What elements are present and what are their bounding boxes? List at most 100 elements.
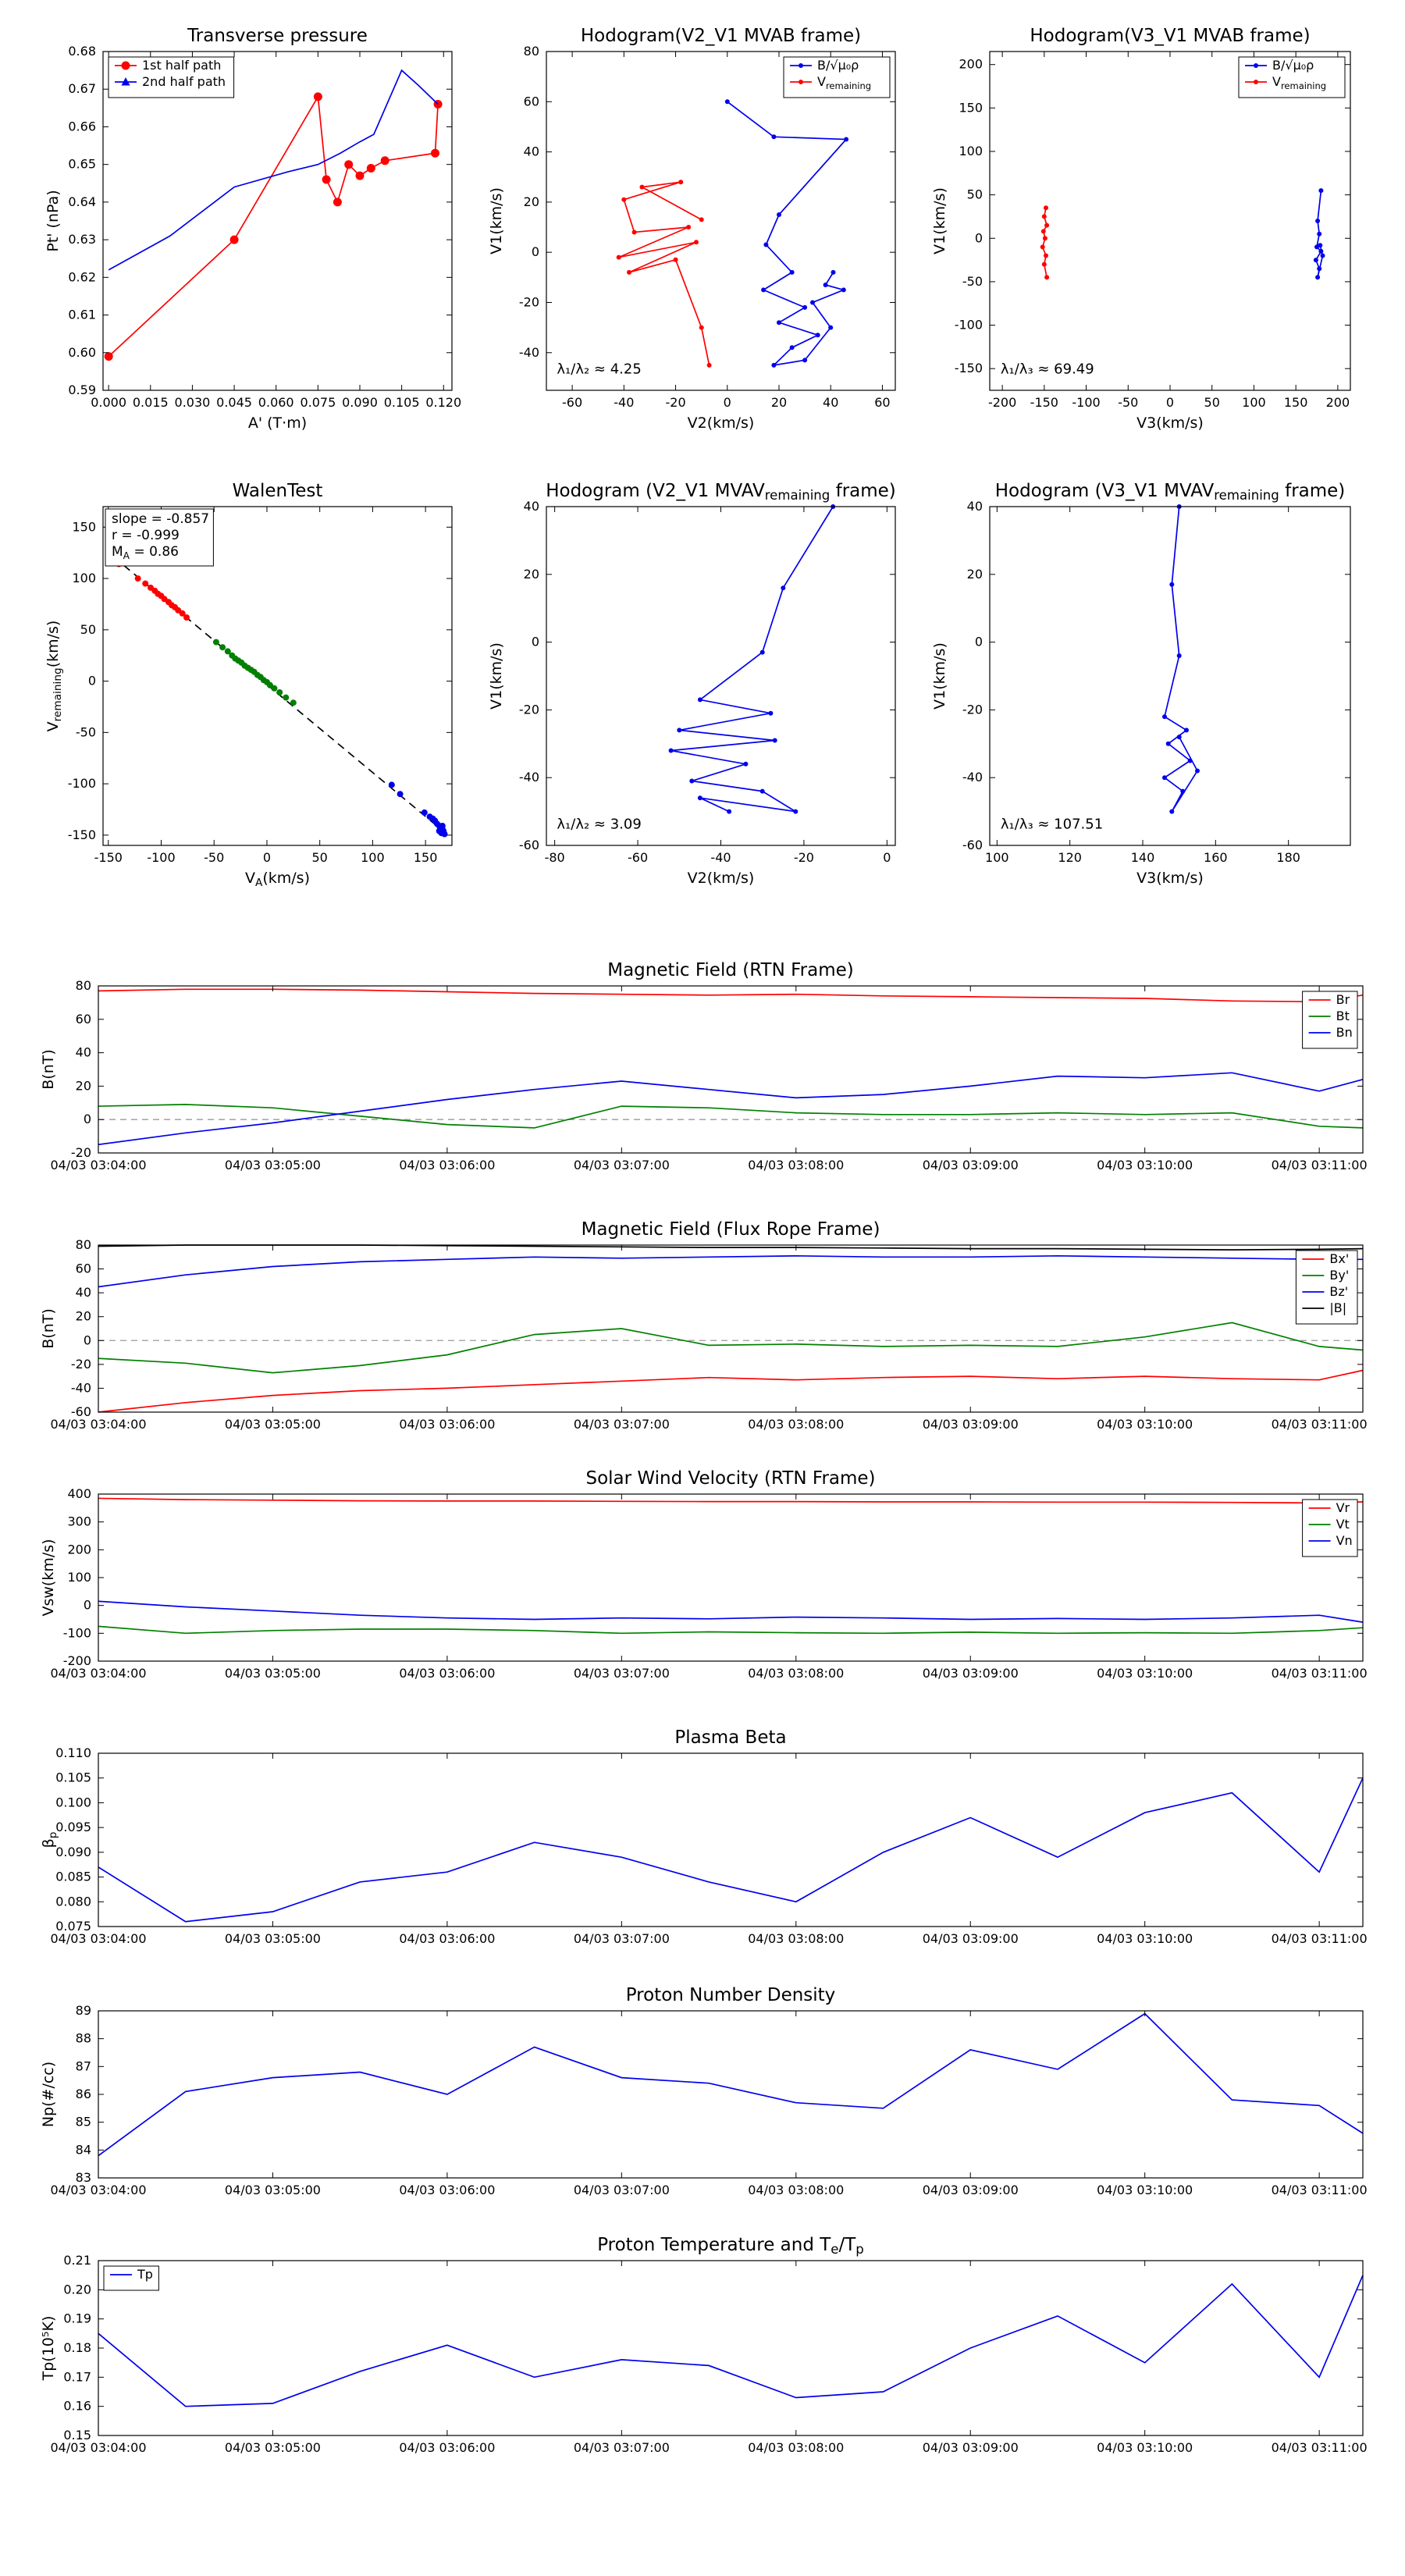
svg-text:Hodogram (V3_V1 MVAVremaining: Hodogram (V3_V1 MVAVremaining frame) [995, 481, 1346, 503]
svg-text:B/√μ₀ρ: B/√μ₀ρ [817, 58, 859, 73]
svg-text:20: 20 [967, 567, 983, 582]
svg-text:60: 60 [874, 395, 890, 410]
svg-text:20: 20 [524, 194, 539, 209]
svg-text:V3(km/s): V3(km/s) [1136, 870, 1204, 887]
svg-text:-60: -60 [519, 838, 539, 852]
svg-text:04/03 03:08:00: 04/03 03:08:00 [748, 1158, 844, 1172]
svg-text:0.15: 0.15 [63, 2428, 91, 2443]
svg-text:120: 120 [1058, 850, 1082, 865]
svg-text:100: 100 [1242, 395, 1266, 410]
svg-text:04/03 03:04:00: 04/03 03:04:00 [50, 2183, 146, 2197]
svg-text:-40: -40 [710, 850, 731, 865]
svg-text:0.20: 0.20 [63, 2282, 91, 2297]
svg-text:04/03 03:10:00: 04/03 03:10:00 [1097, 1417, 1193, 1432]
chart-magnetic-field-rtn: 04/03 03:04:00 04/03 03:05:00 04/03 03:06:… [28, 956, 1378, 1190]
svg-text:04/03 03:11:00: 04/03 03:11:00 [1272, 2183, 1368, 2197]
svg-text:200: 200 [67, 1542, 91, 1557]
svg-text:0.105: 0.105 [384, 395, 420, 410]
chart-transverse-pressure: 0.000 0.015 0.030 0.045 0.060 0.075 0.090 0.105… [39, 17, 464, 439]
svg-text:0: 0 [532, 635, 539, 649]
svg-text:V1(km/s): V1(km/s) [488, 187, 505, 254]
svg-text:04/03 03:06:00: 04/03 03:06:00 [399, 2183, 495, 2197]
svg-text:160: 160 [1204, 850, 1228, 865]
svg-text:-20: -20 [962, 702, 983, 717]
svg-text:r = -0.999: r = -0.999 [112, 528, 180, 543]
svg-text:04/03 03:08:00: 04/03 03:08:00 [748, 1417, 844, 1432]
svg-text:20: 20 [771, 395, 787, 410]
svg-text:0.105: 0.105 [55, 1770, 91, 1785]
svg-text:Tp: Tp [137, 2267, 153, 2282]
chart-walen-test: -150 -100 -50 0 50 100 150 -150 -100 -50 0 50 100 150… [39, 472, 464, 894]
svg-text:85: 85 [76, 2115, 91, 2129]
svg-text:-40: -40 [614, 395, 634, 410]
svg-text:180: 180 [1276, 850, 1300, 865]
svg-text:04/03 03:10:00: 04/03 03:10:00 [1097, 1158, 1193, 1172]
svg-text:04/03 03:05:00: 04/03 03:05:00 [225, 1666, 321, 1681]
svg-text:Pt' (nPa): Pt' (nPa) [44, 190, 62, 251]
svg-text:0: 0 [883, 850, 891, 865]
svg-text:0: 0 [84, 1332, 91, 1347]
svg-text:-50: -50 [76, 724, 96, 739]
svg-text:Vsw(km/s): Vsw(km/s) [40, 1539, 57, 1616]
svg-text:04/03 03:07:00: 04/03 03:07:00 [574, 1417, 670, 1432]
svg-text:04/03 03:08:00: 04/03 03:08:00 [748, 1666, 844, 1681]
svg-text:04/03 03:04:00: 04/03 03:04:00 [50, 1666, 146, 1681]
svg-text:04/03 03:11:00: 04/03 03:11:00 [1272, 1158, 1368, 1172]
svg-text:0.120: 0.120 [425, 395, 461, 410]
svg-text:-60: -60 [71, 1404, 91, 1419]
svg-text:-20: -20 [794, 850, 814, 865]
svg-text:04/03 03:04:00: 04/03 03:04:00 [50, 1158, 146, 1172]
svg-text:By': By' [1329, 1268, 1349, 1283]
svg-text:150: 150 [1284, 395, 1308, 410]
svg-text:04/03 03:07:00: 04/03 03:07:00 [574, 2440, 670, 2455]
svg-text:0.18: 0.18 [63, 2340, 91, 2355]
svg-text:βp: βp [40, 1832, 59, 1848]
svg-text:-20: -20 [519, 702, 539, 717]
svg-text:VA(km/s): VA(km/s) [245, 870, 310, 889]
svg-text:0.64: 0.64 [68, 194, 96, 209]
svg-text:04/03 03:08:00: 04/03 03:08:00 [748, 2183, 844, 2197]
svg-text:100: 100 [72, 571, 96, 585]
svg-text:80: 80 [76, 978, 91, 993]
svg-text:0: 0 [88, 674, 96, 688]
svg-text:04/03 03:07:00: 04/03 03:07:00 [574, 1931, 670, 1946]
svg-text:0.060: 0.060 [258, 395, 294, 410]
svg-text:50: 50 [80, 622, 96, 637]
svg-text:0: 0 [263, 850, 271, 865]
svg-text:0.090: 0.090 [55, 1845, 91, 1859]
svg-text:-50: -50 [1118, 395, 1138, 410]
svg-text:88: 88 [76, 2031, 91, 2046]
svg-text:400: 400 [67, 1486, 91, 1501]
svg-text:04/03 03:05:00: 04/03 03:05:00 [225, 2183, 321, 2197]
svg-text:0.000: 0.000 [91, 395, 126, 410]
svg-text:Hodogram(V3_V1 MVAB frame): Hodogram(V3_V1 MVAB frame) [1030, 26, 1310, 46]
svg-text:04/03 03:11:00: 04/03 03:11:00 [1272, 2440, 1368, 2455]
svg-text:Bx': Bx' [1329, 1251, 1349, 1266]
svg-text:40: 40 [524, 144, 539, 159]
svg-text:A' (T·m): A' (T·m) [248, 415, 307, 432]
svg-text:04/03 03:11:00: 04/03 03:11:00 [1272, 1666, 1368, 1681]
chart-hodogram-v3v1-mvab: -200 -150 -100 -50 0 50 100 150 200 -150 -100 -50 0 5… [926, 17, 1363, 439]
svg-text:50: 50 [1204, 395, 1220, 410]
svg-text:150: 150 [959, 100, 983, 115]
svg-text:Hodogram (V2_V1 MVAVremaining: Hodogram (V2_V1 MVAVremaining frame) [546, 481, 896, 503]
svg-text:40: 40 [76, 1285, 91, 1300]
svg-text:04/03 03:04:00: 04/03 03:04:00 [50, 2440, 146, 2455]
svg-text:40: 40 [524, 499, 539, 514]
svg-text:87: 87 [76, 2058, 91, 2073]
svg-text:04/03 03:04:00: 04/03 03:04:00 [50, 1931, 146, 1946]
svg-text:V2(km/s): V2(km/s) [688, 415, 755, 432]
svg-text:1st half path: 1st half path [142, 58, 221, 73]
chart-magnetic-field-flux-rope: 04/03 03:04:00 04/03 03:05:00 04/03 03:06:… [28, 1215, 1378, 1450]
chart-plasma-beta: 04/03 03:04:00 04/03 03:05:00 04/03 03:06:… [28, 1724, 1378, 1964]
svg-text:04/03 03:10:00: 04/03 03:10:00 [1097, 1666, 1193, 1681]
svg-text:04/03 03:08:00: 04/03 03:08:00 [748, 1931, 844, 1946]
svg-text:V3(km/s): V3(km/s) [1136, 415, 1204, 432]
svg-text:0.16: 0.16 [63, 2399, 91, 2414]
svg-text:Solar Wind Velocity (RTN Frame: Solar Wind Velocity (RTN Frame) [585, 1468, 875, 1489]
svg-text:80: 80 [524, 44, 539, 59]
svg-text:0.015: 0.015 [133, 395, 169, 410]
svg-text:-60: -60 [562, 395, 582, 410]
svg-text:140: 140 [1131, 850, 1155, 865]
